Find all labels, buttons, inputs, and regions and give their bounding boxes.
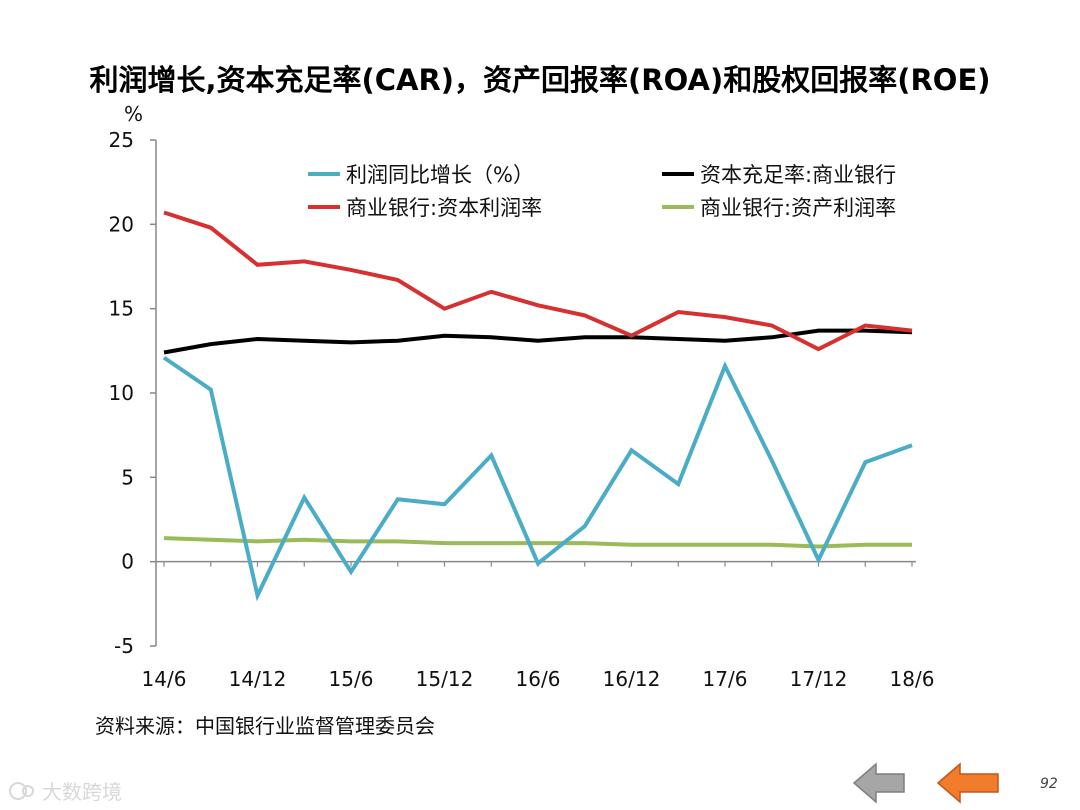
legend-label: 商业银行:资本利润率: [346, 196, 542, 220]
watermark-logo-icon: [9, 781, 34, 800]
x-tick-label: 15/6: [329, 667, 374, 691]
series-line-2: [163, 210, 913, 352]
series-line-3: [163, 536, 912, 549]
x-tick-label: 16/6: [516, 667, 561, 691]
x-tick-label: 14/12: [229, 667, 287, 691]
x-tick-label: 17/12: [790, 667, 848, 691]
x-tick-label: 17/6: [703, 667, 748, 691]
x-tick-label: 16/12: [603, 667, 661, 691]
source-note: 资料来源：中国银行业监督管理委员会: [95, 714, 435, 738]
legend-label: 利润同比增长（%）: [346, 163, 534, 187]
legend-label: 商业银行:资产利润率: [700, 196, 896, 220]
y-tick-label: 0: [121, 550, 134, 574]
series-line-0: [162, 355, 913, 602]
watermark: 大数跨境: [8, 776, 122, 805]
y-tick-label: -5: [114, 634, 134, 658]
left-arrow-icon[interactable]: [852, 762, 906, 804]
chart-title: 利润增长,资本充足率(CAR)，资产回报率(ROA)和股权回报率(ROE): [89, 63, 991, 97]
x-tick-label: 18/6: [890, 667, 935, 691]
y-tick-label: 25: [109, 128, 134, 152]
y-tick-label: 15: [109, 297, 134, 321]
y-tick-label: 20: [109, 212, 134, 236]
y-axis-unit: %: [124, 102, 143, 126]
x-tick-label: 14/6: [142, 667, 187, 691]
watermark-text: 大数跨境: [42, 780, 122, 804]
x-tick-label: 15/12: [416, 667, 474, 691]
page-number: 92: [1040, 776, 1058, 792]
y-tick-label: 5: [121, 465, 134, 489]
right-arrow-icon[interactable]: [936, 762, 1000, 804]
legend-label: 资本充足率:商业银行: [700, 163, 896, 187]
y-tick-label: 10: [109, 381, 134, 405]
